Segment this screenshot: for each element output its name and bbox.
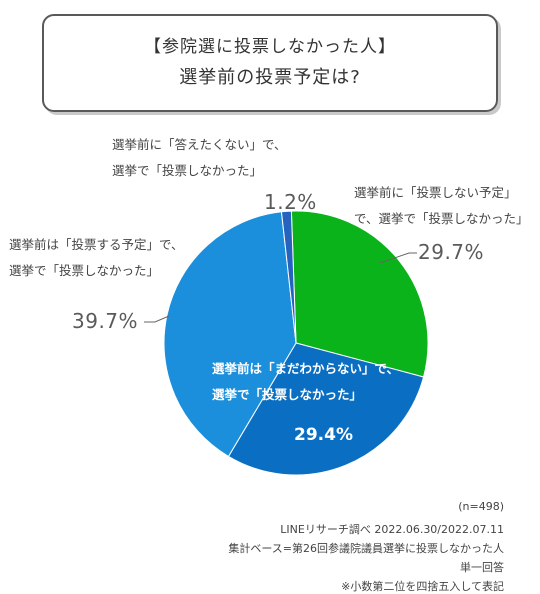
chart-title: 【参院選に投票しなかった人】 [144,37,396,57]
slice-planning [163,211,297,458]
rounding-note: ※小数第二位を四捨五入して表記 [341,580,504,593]
label-planning-line2: 選挙で「投票しなかった」 [9,263,160,278]
value-no-answer: 1.2% [264,190,317,214]
slice-no-answer [280,210,297,344]
label-no-answer-line1: 選挙前に「答えたくない」で、 [112,137,287,152]
label-not-planning-line1: 選挙前に「投票しない予定」 [354,185,517,200]
source-note: LINEリサーチ調べ 2022.06.30/2022.07.11 [280,523,504,536]
label-not-planning-line2: で、選挙で「投票しなかった」 [354,211,529,226]
label-not-planning: 選挙前に「投票しない予定」 で、選挙で「投票しなかった」 [354,180,529,232]
answer-type-note: 単一回答 [460,561,504,574]
base-note: 集計ベース=第26回参議院議員選挙に投票しなかった人 [228,542,504,555]
leader-line-29-7 [379,252,417,264]
chart-subtitle: 選挙前の投票予定は? [179,67,361,88]
title-box: 【参院選に投票しなかった人】 選挙前の投票予定は? [42,14,498,112]
value-undecided: 29.4% [294,425,353,445]
label-undecided-line1: 選挙前は「まだわからない」で、 [212,361,400,376]
slice-undecided [227,342,425,476]
leader-line-39-7 [144,315,170,323]
label-undecided-line2: 選挙で「投票しなかった」 [212,387,363,402]
value-planning: 39.7% [72,309,139,333]
sample-size: (n=498) [458,500,504,513]
label-no-answer-line2: 選挙で「投票しなかった」 [112,163,263,178]
label-no-answer: 選挙前に「答えたくない」で、 選挙で「投票しなかった」 [112,132,287,184]
label-planning: 選挙前は「投票する予定」で、 選挙で「投票しなかった」 [9,232,184,284]
label-undecided: 選挙前は「まだわからない」で、 選挙で「投票しなかった」 [212,356,399,408]
label-planning-line1: 選挙前は「投票する予定」で、 [9,237,184,252]
value-not-planning: 29.7% [418,240,485,264]
slice-not-planning [290,210,429,378]
